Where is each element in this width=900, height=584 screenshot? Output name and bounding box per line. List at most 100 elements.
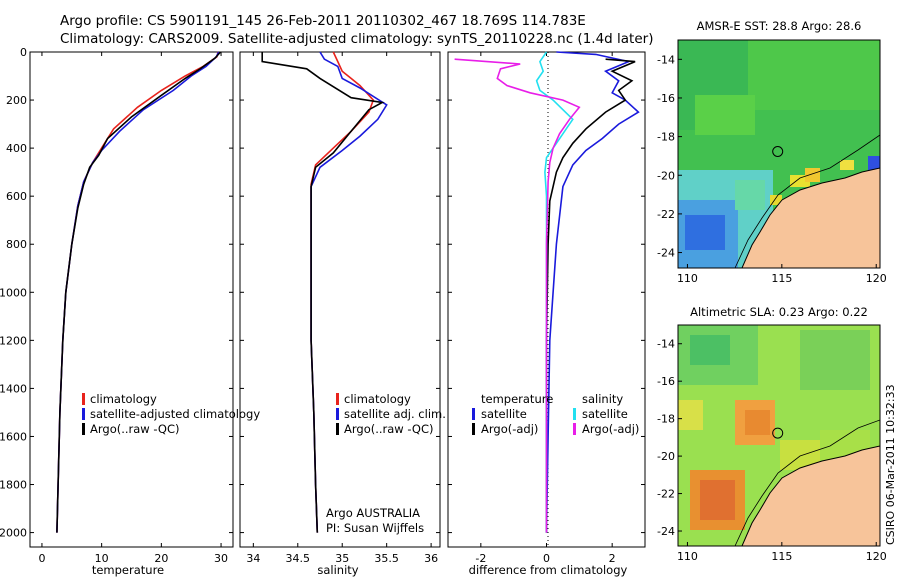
legend-swatch-satellite-adj bbox=[336, 408, 339, 420]
sla-land bbox=[742, 446, 880, 546]
temperature-xlabel: temperature bbox=[92, 563, 164, 577]
x-tick-label: 2 bbox=[609, 552, 616, 565]
sst-coastline bbox=[741, 167, 880, 268]
legend-label-sal-satellite: satellite bbox=[582, 407, 628, 421]
sst-map-frame bbox=[677, 39, 881, 269]
y-tick-label: 600 bbox=[6, 190, 27, 203]
sst-bathymetry-contour bbox=[734, 134, 880, 268]
map-y-tick-label: -20 bbox=[657, 169, 675, 182]
x-tick-label: 34 bbox=[246, 552, 260, 565]
sla-map-panel: Altimetric SLA: 0.23 Argo: 0.22 110 115 12… bbox=[657, 305, 887, 563]
temperature-panel: 0 200 400 600 800 1000 1200 1400 1600 1800 2000 0 1… bbox=[0, 46, 260, 577]
legend-swatch-climatology bbox=[336, 393, 339, 405]
sla-cell bbox=[690, 335, 730, 365]
series-line-salinity-satellite bbox=[535, 51, 574, 533]
title-line-2: Climatology: CARS2009. Satellite-adjuste… bbox=[60, 31, 653, 47]
map-y-tick-label: -18 bbox=[657, 413, 675, 426]
x-tick-label: 30 bbox=[214, 552, 228, 565]
map-y-tick-label: -24 bbox=[657, 525, 675, 538]
y-tick-label: 200 bbox=[6, 94, 27, 107]
legend-label-argo: Argo(..raw -QC) bbox=[90, 422, 180, 436]
legend-swatch-satellite-adjusted bbox=[82, 408, 85, 420]
x-tick-label: 35.5 bbox=[374, 552, 399, 565]
series-line-temperature-argo-adj- bbox=[545, 58, 636, 533]
sst-land bbox=[742, 168, 880, 268]
map-x-tick-label: 120 bbox=[866, 272, 887, 285]
map-y-tick-label: -16 bbox=[657, 375, 675, 388]
difference-panel: -2 0 2 difference from climatology tempera… bbox=[447, 51, 646, 577]
series-line-satellite-adj-clim- bbox=[310, 51, 388, 533]
sst-map-panel: AMSR-E SST: 28.8 Argo: 28.6 1 bbox=[657, 19, 887, 285]
y-tick-label: 400 bbox=[6, 142, 27, 155]
legend-label-climatology: climatology bbox=[344, 392, 411, 406]
map-x-tick-label: 110 bbox=[677, 272, 698, 285]
salinity-xlabel: salinity bbox=[317, 563, 358, 577]
y-tick-label: 1200 bbox=[0, 334, 27, 347]
map-y-tick-label: -14 bbox=[657, 53, 675, 66]
annotation-pi: PI: Susan Wijffels bbox=[326, 521, 424, 535]
map-x-tick-label: 120 bbox=[866, 550, 887, 563]
legend-swatch-argo bbox=[82, 423, 85, 435]
sst-cell bbox=[748, 40, 880, 110]
y-tick-label: 800 bbox=[6, 238, 27, 251]
series-line-climatology bbox=[310, 51, 375, 533]
map-x-tick-label: 115 bbox=[771, 550, 792, 563]
legend-label-temp-satellite: satellite bbox=[481, 407, 527, 421]
y-tick-label: 1800 bbox=[0, 479, 27, 492]
legend-swatch-sal-satellite bbox=[573, 408, 576, 420]
x-tick-label: 0 bbox=[38, 552, 45, 565]
map-y-tick-label: -22 bbox=[657, 488, 675, 501]
sla-cell bbox=[678, 400, 703, 430]
difference-xlabel: difference from climatology bbox=[469, 563, 628, 577]
map-y-tick-label: -22 bbox=[657, 208, 675, 221]
sla-coastline bbox=[741, 445, 880, 546]
map-y-tick-label: -20 bbox=[657, 450, 675, 463]
series-line-argo-raw-qc- bbox=[261, 52, 385, 533]
sla-heatmap bbox=[678, 325, 880, 546]
sla-cell bbox=[800, 330, 870, 390]
argo-location-marker bbox=[772, 146, 784, 157]
argo-location-marker bbox=[772, 427, 784, 439]
sst-cell bbox=[695, 95, 755, 135]
x-tick-label: 35 bbox=[335, 552, 349, 565]
x-tick-label: 20 bbox=[154, 552, 168, 565]
legend-swatch-argo bbox=[336, 423, 339, 435]
sla-cell bbox=[700, 480, 735, 520]
legend-swatch-climatology bbox=[82, 393, 85, 405]
salinity-legend: climatology satellite adj. clim. Argo(..… bbox=[336, 392, 446, 436]
x-tick-label: 10 bbox=[95, 552, 109, 565]
temperature-legend: climatology satellite-adjusted climatolo… bbox=[82, 392, 260, 436]
legend-swatch-temp-argo bbox=[472, 423, 475, 435]
sst-map-title: AMSR-E SST: 28.8 Argo: 28.6 bbox=[697, 19, 862, 33]
y-tick-label: 0 bbox=[20, 46, 27, 59]
legend-title-temperature: temperature bbox=[481, 392, 553, 406]
series-line-argo-raw-qc- bbox=[56, 51, 222, 533]
series-line-satellite-adjusted-climatology bbox=[56, 51, 220, 533]
series-line-salinity-argo-adj- bbox=[454, 58, 581, 533]
legend-title-salinity: salinity bbox=[582, 392, 623, 406]
sst-cell bbox=[805, 168, 820, 182]
legend-swatch-temp-satellite bbox=[472, 408, 475, 420]
title-line-1: Argo profile: CS 5901191_145 26-Feb-2011… bbox=[60, 13, 586, 29]
map-y-tick-label: -24 bbox=[657, 247, 675, 260]
map-y-tick-label: -16 bbox=[657, 92, 675, 105]
y-tick-label: 1000 bbox=[0, 286, 27, 299]
map-y-tick-label: -18 bbox=[657, 131, 675, 144]
sla-bathymetry-contour bbox=[734, 419, 880, 546]
x-tick-label: -2 bbox=[475, 552, 486, 565]
sst-cell bbox=[735, 180, 765, 210]
difference-legend: temperature satellite Argo(-adj) salinit… bbox=[472, 392, 639, 436]
sst-heatmap bbox=[678, 40, 880, 268]
salinity-panel: 34 34.5 35 35.5 36 salinity climatology sate… bbox=[239, 51, 446, 577]
sst-cell bbox=[840, 160, 854, 170]
sst-cell bbox=[770, 195, 782, 205]
legend-label-argo: Argo(..raw -QC) bbox=[344, 422, 434, 436]
legend-label-climatology: climatology bbox=[90, 392, 157, 406]
x-tick-label: 0 bbox=[543, 552, 550, 565]
legend-label-satellite-adjusted: satellite-adjusted climatology bbox=[90, 407, 260, 421]
sla-map-title: Altimetric SLA: 0.23 Argo: 0.22 bbox=[690, 305, 868, 319]
salinity-axes-frame bbox=[239, 51, 441, 548]
y-tick-label: 1400 bbox=[0, 382, 27, 395]
y-tick-label: 1600 bbox=[0, 430, 27, 443]
